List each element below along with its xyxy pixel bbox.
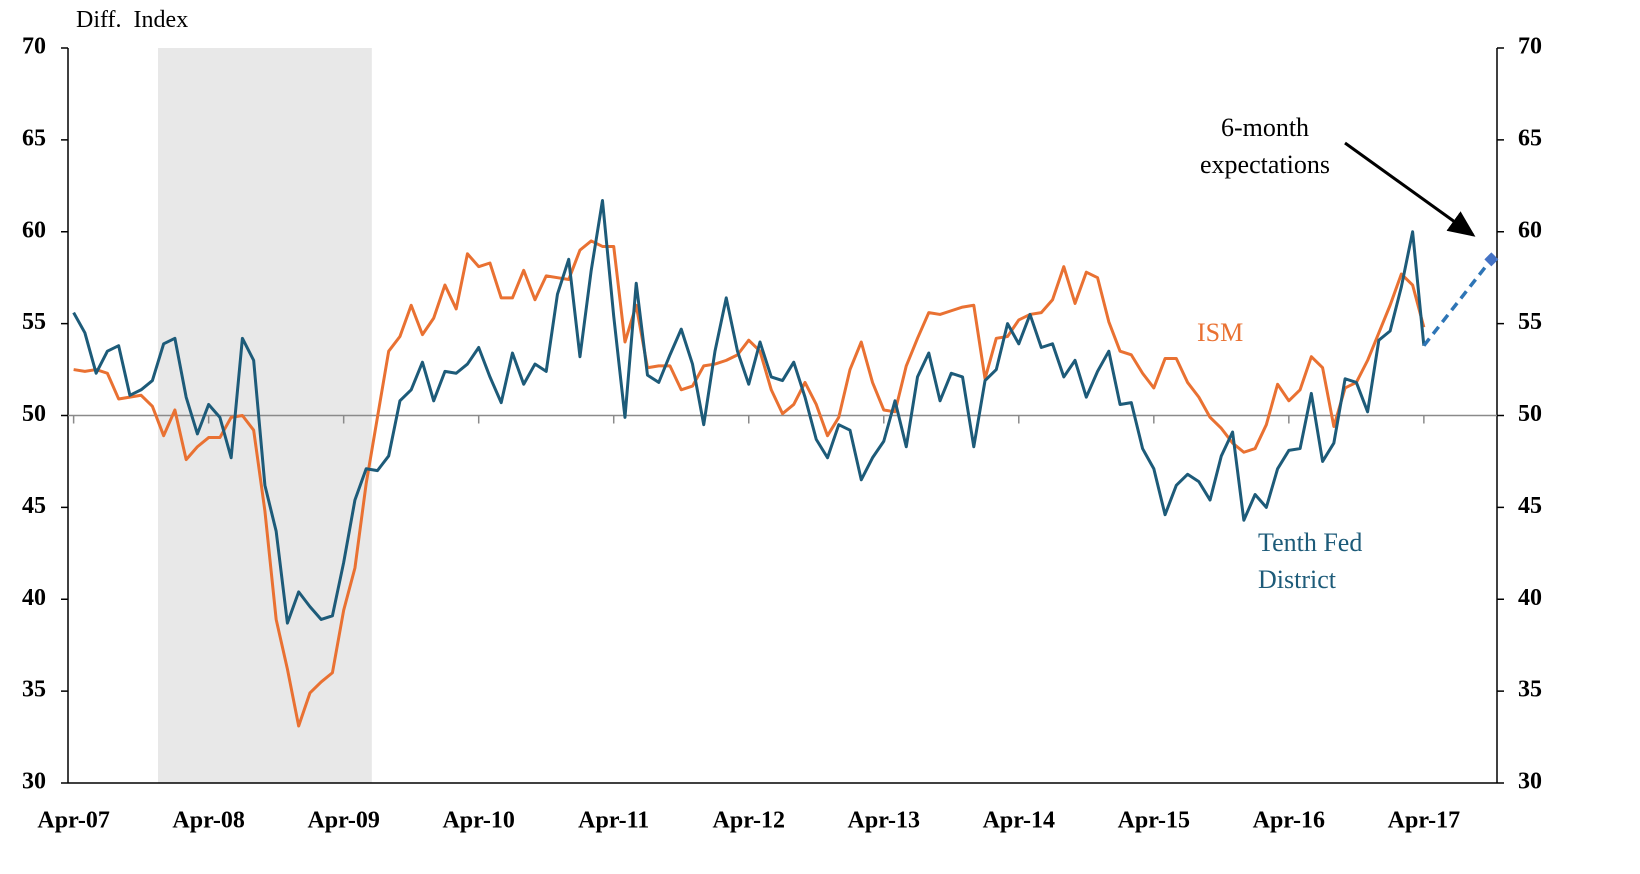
y2-tick-label: 50 bbox=[1518, 401, 1542, 427]
y-axis-label: Diff. Index bbox=[76, 7, 189, 33]
x-tick-label: Apr-09 bbox=[307, 808, 379, 834]
x-tick-label: Apr-15 bbox=[1118, 808, 1190, 834]
y2-tick-label: 55 bbox=[1518, 309, 1542, 335]
y-tick-label: 45 bbox=[22, 493, 46, 519]
x-tick-label: Apr-17 bbox=[1388, 808, 1460, 834]
y-tick-label: 40 bbox=[22, 585, 46, 611]
y-tick-label: 30 bbox=[22, 769, 46, 795]
annotation-arrow bbox=[1344, 141, 1476, 237]
series-line bbox=[1422, 258, 1493, 347]
x-tick-label: Apr-16 bbox=[1253, 808, 1325, 834]
series-label: Tenth Fed District bbox=[1258, 528, 1363, 594]
annotation: 6-month expectations bbox=[1200, 113, 1330, 179]
y2-tick-label: 65 bbox=[1518, 125, 1542, 151]
x-tick-label: Apr-11 bbox=[578, 808, 649, 834]
series-line bbox=[72, 199, 1426, 625]
y-tick-label: 70 bbox=[22, 34, 46, 60]
y-tick-label: 60 bbox=[22, 217, 46, 243]
series-label: ISM bbox=[1197, 318, 1244, 347]
y2-tick-label: 40 bbox=[1518, 585, 1542, 611]
x-tick-label: Apr-14 bbox=[983, 808, 1055, 834]
x-tick-label: Apr-08 bbox=[172, 808, 244, 834]
x-tick-label: Apr-10 bbox=[442, 808, 514, 834]
y-tick-label: 35 bbox=[22, 677, 46, 703]
y-tick-label: 65 bbox=[22, 125, 46, 151]
x-tick-label: Apr-07 bbox=[37, 808, 109, 834]
x-tick-label: Apr-13 bbox=[848, 808, 920, 834]
y2-tick-label: 45 bbox=[1518, 493, 1542, 519]
y2-tick-label: 35 bbox=[1518, 677, 1542, 703]
y2-tick-label: 70 bbox=[1518, 34, 1542, 60]
series-line bbox=[73, 239, 1426, 728]
y2-tick-label: 60 bbox=[1518, 217, 1542, 243]
end-marker bbox=[1484, 252, 1499, 267]
y-tick-label: 50 bbox=[22, 401, 46, 427]
y-tick-label: 55 bbox=[22, 309, 46, 335]
x-tick-label: Apr-12 bbox=[713, 808, 785, 834]
y2-tick-label: 30 bbox=[1518, 769, 1542, 795]
